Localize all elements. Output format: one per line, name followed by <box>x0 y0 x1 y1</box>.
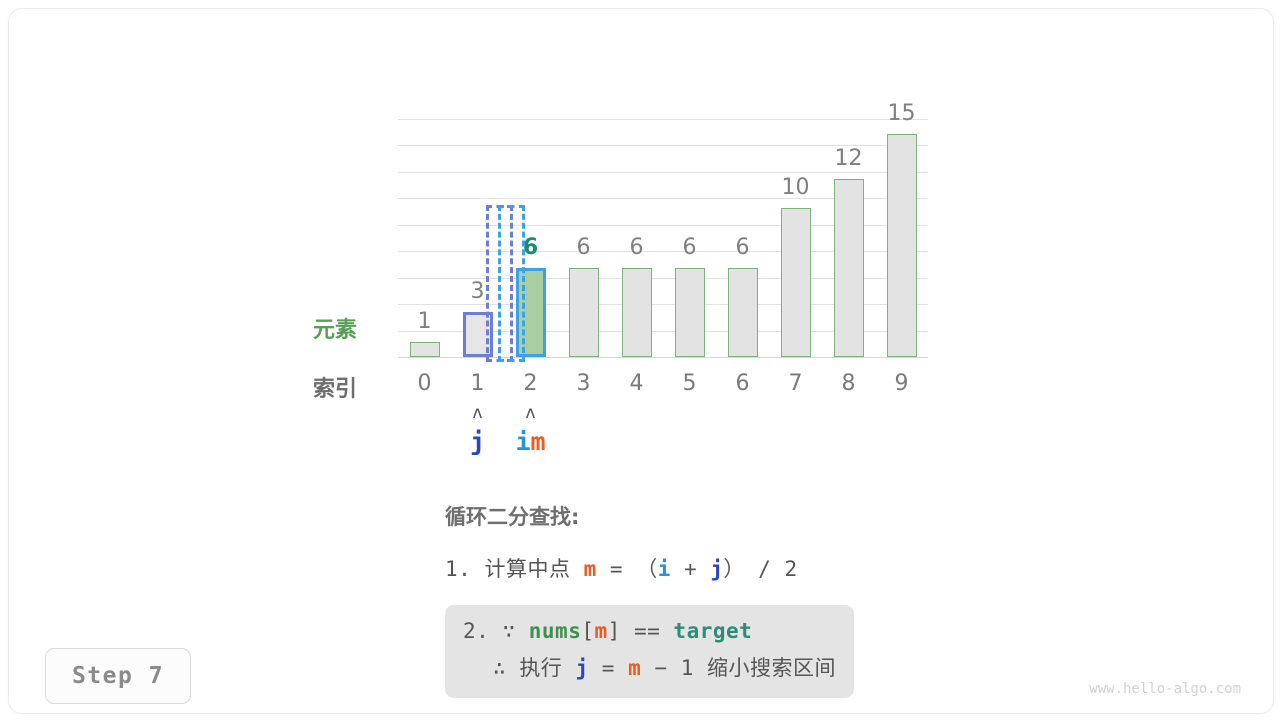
axis-label-element: 元素 <box>312 318 357 343</box>
pointer-label-im: im <box>501 427 561 456</box>
index-tick-label: 3 <box>576 371 591 396</box>
bar-value-label: 10 <box>781 175 810 201</box>
step2-assign-m: m <box>628 656 642 680</box>
search-interval-box-i <box>497 205 525 362</box>
index-tick-label: 9 <box>894 371 909 396</box>
step2-number: 2. <box>463 619 490 643</box>
gridline <box>398 330 928 332</box>
step1-var-i: i <box>657 557 671 581</box>
step2-bracket-close: ] <box>607 619 621 643</box>
step1-number: 1. <box>445 557 472 581</box>
step1-var-m: m <box>583 557 597 581</box>
step-badge: Step 7 <box>45 648 191 704</box>
bar-chart <box>398 109 928 359</box>
description-title: 循环二分查找: <box>445 505 580 529</box>
pointer-caret-j: ʌ <box>472 403 483 423</box>
step1-two: 2 <box>784 557 798 581</box>
watermark: www.hello-algo.com <box>1089 681 1241 697</box>
index-tick-label: 8 <box>841 371 856 396</box>
step1-paren-close: ） <box>723 557 746 581</box>
bar-value-label: 12 <box>834 145 863 171</box>
gridline <box>398 277 928 279</box>
gridline <box>398 145 928 147</box>
bar <box>727 267 758 357</box>
bar <box>833 178 864 357</box>
description-block: 循环二分查找: 1. 计算中点 m = （i + j） / 2 2. ∵ num… <box>445 501 965 698</box>
index-tick-label: 5 <box>682 371 697 396</box>
step2-exec-text: 执行 <box>519 656 563 680</box>
index-tick-label: 0 <box>417 371 432 396</box>
step2-line-2: ∴ 执行 j = m − 1 缩小搜索区间 <box>463 652 836 682</box>
step1-plus: + <box>684 557 698 581</box>
description-step-2: 2. ∵ nums[m] == target ∴ 执行 j = m − 1 缩小… <box>445 605 855 698</box>
bar <box>409 342 440 357</box>
bar-value-label: 6 <box>522 234 539 260</box>
step1-equals: = <box>609 557 624 581</box>
step1-paren-open: （ <box>636 557 658 581</box>
index-tick-label: 6 <box>735 371 750 396</box>
index-tick-label: 1 <box>470 371 485 396</box>
gridline <box>398 119 928 120</box>
step2-var-m: m <box>594 619 608 643</box>
step2-line-1: 2. ∵ nums[m] == target <box>463 619 836 643</box>
index-tick-label: 7 <box>788 371 803 396</box>
step2-one: 1 <box>680 656 694 680</box>
pointer-caret-im: ʌ <box>525 403 536 423</box>
gridline <box>398 304 928 306</box>
bar-value-label: 15 <box>887 100 916 126</box>
step2-assign-equals: = <box>601 656 615 680</box>
bar-value-label: 6 <box>682 234 697 260</box>
bar-midpoint <box>515 267 546 357</box>
axis-label-index: 索引 <box>312 377 357 402</box>
axis-baseline <box>398 357 928 358</box>
pointer-label-j: j <box>469 427 486 456</box>
bar-value-label: 3 <box>470 279 485 305</box>
bar <box>674 267 705 357</box>
step1-divide: / <box>758 557 772 581</box>
gridline <box>398 198 928 200</box>
pointer-label-m: m <box>530 427 546 456</box>
step2-equality: == <box>633 619 661 643</box>
gridline <box>398 171 928 173</box>
step1-text: 计算中点 <box>484 557 571 581</box>
gridline <box>398 251 928 253</box>
bar-value-label: 6 <box>576 234 591 260</box>
bar-value-label: 6 <box>735 234 750 260</box>
bar <box>886 133 917 357</box>
step2-because-symbol: ∵ <box>502 619 516 643</box>
step1-var-j: j <box>710 557 724 581</box>
pointer-label-i: i <box>515 427 531 456</box>
step2-therefore-symbol: ∴ <box>493 656 507 680</box>
bar <box>568 267 599 357</box>
step2-assign-j: j <box>575 656 589 680</box>
step2-nums: nums <box>528 619 582 643</box>
description-step-1: 1. 计算中点 m = （i + j） / 2 <box>445 553 965 583</box>
slide-card: 元素 索引 循环二分查找: 1. 计算中点 m = （i + j） / 2 2.… <box>8 8 1274 714</box>
bar <box>621 267 652 357</box>
bar-value-label: 6 <box>629 234 644 260</box>
index-tick-label: 4 <box>629 371 644 396</box>
step2-minus: − <box>654 656 668 680</box>
step2-bracket-open: [ <box>581 619 595 643</box>
index-tick-label: 2 <box>523 371 538 396</box>
step2-tail-text: 缩小搜索区间 <box>707 656 837 680</box>
step2-target: target <box>673 619 753 643</box>
bar-value-label: 1 <box>417 309 432 335</box>
bar <box>780 208 811 357</box>
gridline <box>398 224 928 226</box>
